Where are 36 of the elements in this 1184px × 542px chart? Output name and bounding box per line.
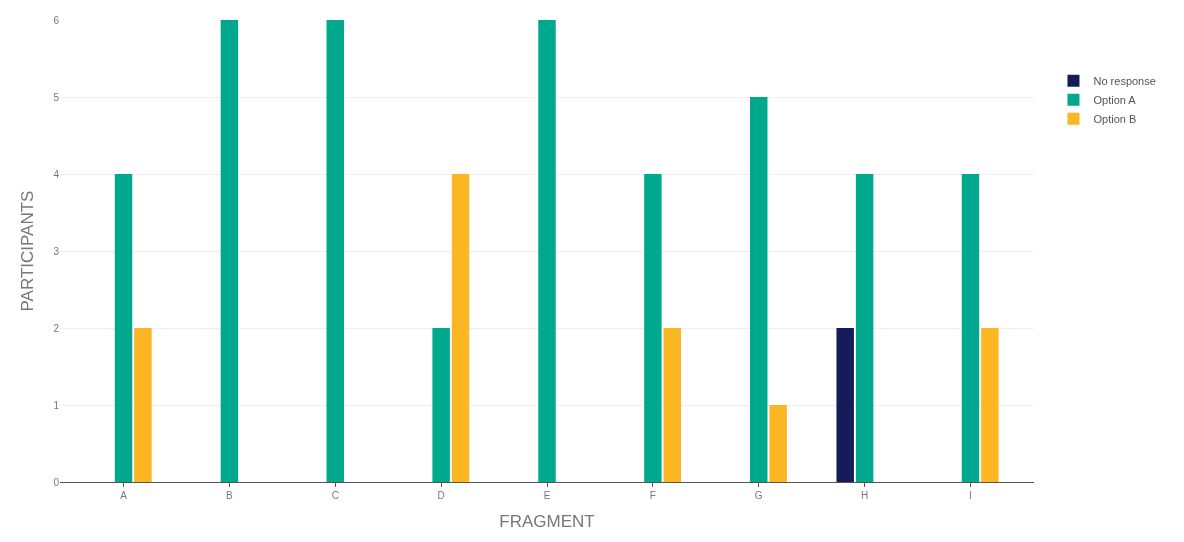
- bar: [836, 328, 854, 482]
- x-tick-label: D: [437, 490, 445, 501]
- x-tick-label: E: [543, 490, 551, 501]
- x-tick-label: G: [754, 490, 763, 501]
- y-tick-label: 3: [53, 245, 60, 257]
- bar: [326, 20, 344, 482]
- x-tick-label: A: [120, 490, 128, 501]
- y-tick-label: 4: [53, 168, 60, 180]
- x-tick-label: I: [969, 490, 972, 501]
- bar: [451, 174, 470, 482]
- bar: [981, 328, 999, 482]
- x-tick-label: H: [860, 490, 869, 501]
- legend-label: No response: [1093, 74, 1156, 87]
- y-tick-label: 0: [53, 476, 60, 488]
- bar: [134, 328, 152, 482]
- y-tick-label: 1: [53, 399, 60, 411]
- y-tick-label: 2: [53, 322, 60, 334]
- bar: [432, 328, 450, 482]
- y-tick-label: 5: [53, 91, 60, 103]
- x-tick-label: F: [649, 490, 656, 501]
- bar: [538, 20, 556, 482]
- bar: [663, 328, 682, 482]
- bar: [644, 174, 662, 482]
- legend-label: Option A: [1093, 93, 1137, 106]
- x-axis-title: FRAGMENT: [499, 512, 595, 532]
- bar: [220, 20, 239, 482]
- legend-label: Option B: [1093, 112, 1137, 125]
- x-tick-label: C: [331, 490, 339, 501]
- bar: [750, 97, 768, 482]
- y-tick-label: 6: [53, 14, 60, 26]
- bar: [769, 405, 787, 482]
- x-tick-label: B: [226, 490, 234, 501]
- bar: [114, 174, 133, 482]
- bar: [855, 174, 874, 482]
- bar: [961, 174, 980, 482]
- y-axis-title: PARTICIPANTS: [17, 190, 37, 312]
